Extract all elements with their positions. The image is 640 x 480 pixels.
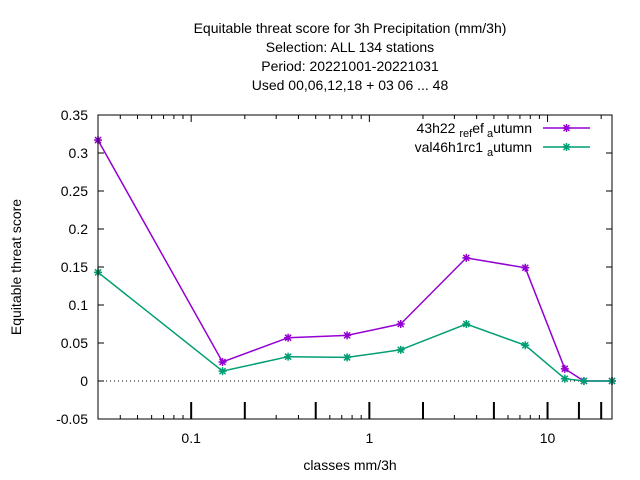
data-point (218, 367, 227, 376)
series-line (97, 139, 612, 382)
data-point (462, 253, 471, 262)
legend: 43h22 refef autumn val46h1rc1 autumn (415, 120, 590, 159)
data-point (284, 333, 293, 342)
legend-label: val46h1rc1 autumn (415, 139, 532, 159)
data-point (521, 341, 530, 350)
title-line-4: Used 00,06,12,18 + 03 06 ... 48 (252, 77, 449, 93)
title-line-2: Selection: ALL 134 stations (266, 39, 434, 55)
x-tick-label: 1 (365, 430, 373, 446)
y-tick-label: -0.05 (56, 411, 88, 427)
data-point (462, 320, 471, 328)
data-point (284, 352, 293, 361)
y-tick-label: 0.05 (61, 335, 88, 351)
x-tick-label: 10 (540, 430, 556, 446)
x-tick-label: 0.1 (181, 430, 201, 446)
data-point (560, 364, 569, 373)
data-point (396, 345, 405, 354)
y-tick-label: 0.3 (69, 145, 89, 161)
series-1 (94, 136, 616, 385)
y-tick-label: 0.25 (61, 183, 88, 199)
series-line (97, 271, 612, 382)
x-axis-ticks: 0.1 1 10 (119, 115, 603, 446)
data-point (562, 124, 571, 132)
y-tick-label: 0.1 (69, 297, 89, 313)
series-layer (94, 136, 616, 385)
y-axis-ticks: -0.05 0 0.05 0.1 0.15 0.2 0.25 0.3 0.35 (56, 107, 612, 427)
data-point (579, 377, 588, 385)
data-point (396, 320, 405, 328)
data-point (562, 143, 571, 151)
data-point (521, 263, 530, 272)
plot-frame (97, 114, 613, 420)
x-axis-label: classes mm/3h (303, 457, 396, 473)
y-axis-label: Equitable threat score (8, 199, 24, 335)
title-line-3: Period: 20221001-20221031 (261, 58, 439, 74)
y-tick-label: 0.15 (61, 259, 88, 275)
title-line-1: Equitable threat score for 3h Precipitat… (194, 20, 507, 36)
legend-label: 43h22 refef autumn (417, 120, 532, 140)
data-point (343, 353, 352, 362)
series-2 (94, 268, 616, 385)
data-point (560, 374, 569, 383)
data-point (343, 331, 352, 340)
y-tick-label: 0 (80, 373, 88, 389)
y-tick-label: 0.2 (69, 221, 89, 237)
chart-title: Equitable threat score for 3h Precipitat… (194, 20, 507, 93)
data-point (218, 358, 227, 366)
y-tick-label: 0.35 (61, 107, 88, 123)
